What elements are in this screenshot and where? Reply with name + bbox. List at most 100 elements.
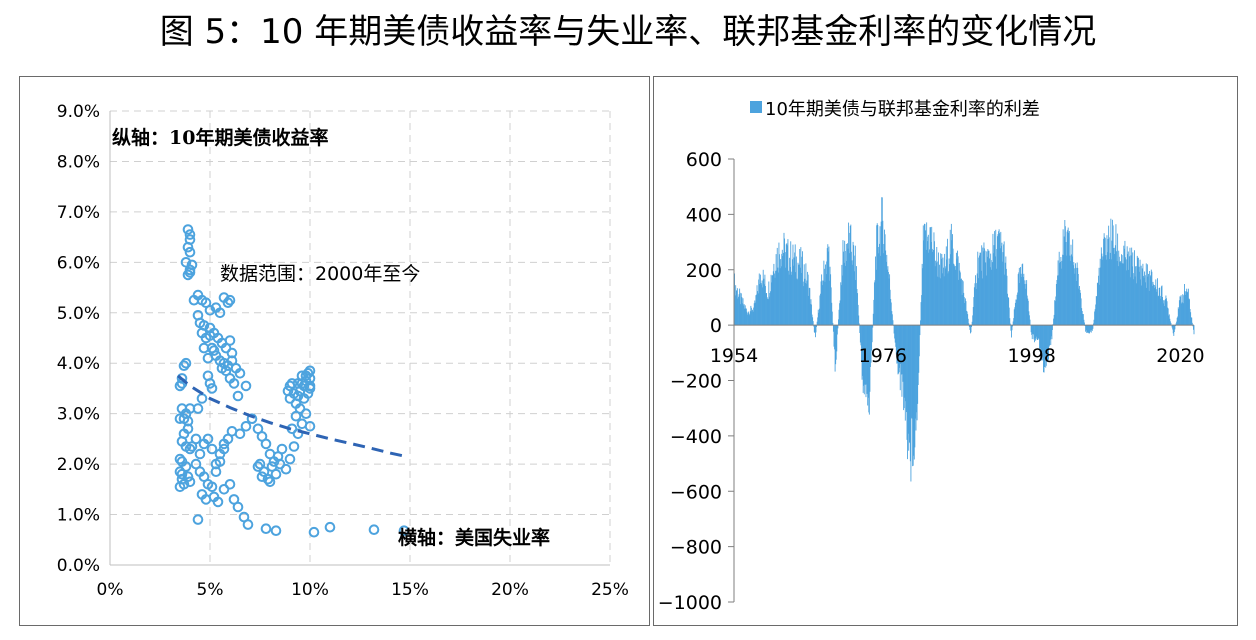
x-tick-label: 2020 [1156,345,1204,367]
scatter-point [182,269,194,281]
scatter-point [180,461,192,472]
scatter-point [284,453,296,465]
y-tick-label: 200 [686,260,722,282]
scatter-point [182,224,194,235]
scatter-point [398,525,410,537]
scatter-point [222,297,234,308]
x-tick-label: 15% [391,580,429,600]
scatter-point [304,373,316,384]
scatter-point [302,368,314,379]
y-axis-note: 纵轴：10年期美债收益率 [112,126,328,149]
scatter-point [206,481,218,493]
scatter-point [368,524,380,536]
scatter-point [234,428,246,440]
scatter-point [270,468,282,480]
scatter-point [228,378,240,389]
y-tick-label: 400 [686,204,722,226]
y-tick-label: −800 [670,537,722,559]
scatter-point [288,441,300,452]
scatter-point [210,466,222,478]
scatter-point [224,294,236,306]
scatter-point [194,448,206,460]
x-tick-labels: 0% 5% 10% 15% 20% 25% [97,580,629,600]
scatter-point [324,521,336,533]
scatter-point [262,473,274,485]
x-tick-label: 1998 [1007,345,1055,367]
scatter-point [274,458,286,470]
figure-title: 图 5：10 年期美债收益率与失业率、联邦基金利率的变化情况 [159,12,1097,52]
scatter-point [184,443,196,455]
scatter-point [298,380,310,392]
scatter-point [246,413,258,425]
scatter-point [300,408,312,420]
y-tick-label: −1000 [658,592,722,614]
scatter-point [192,514,204,525]
scatter-point [304,421,316,432]
y-tick-label: 1.0% [57,506,100,526]
x-tick-label: 5% [197,580,224,600]
x-tick-label: 25% [591,580,629,600]
spread-panel: 10年期美债与联邦基金利率的利差 600 400 200 0 −200 −400 −600 −… [653,76,1238,626]
scatter-point [264,476,276,488]
scatter-point [270,525,282,537]
scatter-point [184,229,196,240]
scatter-point [234,368,246,379]
data-range-note: 数据范围：2000年至今 [220,263,420,285]
y-tick-label: −400 [670,426,722,448]
scatter-point [192,310,204,321]
scatter-point [204,305,216,316]
scatter-point [184,403,196,414]
y-tick-label: 7.0% [57,203,100,223]
scatter-point [232,390,244,402]
scatter-point [280,463,292,475]
scatter-point [180,357,192,369]
y-tick-label: 600 [686,149,722,171]
scatter-point [198,320,210,331]
legend-label: 10年期美债与联邦基金利率的利差 [765,99,1040,120]
scatter-point [184,267,196,278]
scatter-point [260,523,272,535]
y-tick-label: 0.0% [57,556,100,576]
y-tick-label: 2.0% [57,455,100,475]
scatter-point [256,471,268,483]
scatter-point [182,423,194,435]
scatter-point [212,496,224,508]
scatter-point [276,443,288,455]
x-tick-labels: 1954 1976 1998 2020 [710,345,1205,367]
y-tick-labels: 0.0% 1.0% 2.0% 3.0% 4.0% 5.0% 6.0% 7.0% 8.0% 9.0% [57,102,100,576]
scatter-point [184,476,196,488]
scatter-point [224,335,236,346]
scatter-point [208,345,220,356]
spread-chart: 10年期美债与联邦基金利率的利差 600 400 200 0 −200 −400 −600 −… [658,99,1205,614]
x-tick-label: 20% [491,580,529,600]
y-tick-labels: 600 400 200 0 −200 −400 −600 −800 −1000 [658,149,734,614]
y-tick-label: 0 [710,315,722,337]
legend-swatch [750,101,762,113]
x-axis-note: 横轴：美国失业率 [398,526,550,549]
scatter-point [226,347,238,359]
scatter-point [242,519,254,530]
scatter-point [174,481,186,493]
scatter-point [182,241,194,253]
y-tick-label: 8.0% [57,152,100,172]
scatter-point [182,471,194,483]
scatter-point [178,360,190,372]
scatter-point [176,373,188,384]
scatter-point [202,433,214,445]
scatter-point [190,433,202,445]
scatter-point [292,390,304,402]
x-tick-label: 0% [97,580,124,600]
scatter-point [206,383,218,394]
scatter-point [308,526,320,538]
scatter-point [232,501,244,513]
scatter-panel: 0.0% 1.0% 2.0% 3.0% 4.0% 5.0% 6.0% 7.0% 8.0% 9.0%… [19,76,650,626]
scatter-point [240,380,252,392]
y-tick-label: 3.0% [57,405,100,425]
scatter-point [260,438,272,450]
scatter-point [218,443,230,455]
scatter-points [174,224,410,538]
scatter-point [204,378,216,389]
scatter-point [174,453,186,465]
scatter-point [296,378,308,389]
x-tick-label: 1976 [859,345,907,367]
